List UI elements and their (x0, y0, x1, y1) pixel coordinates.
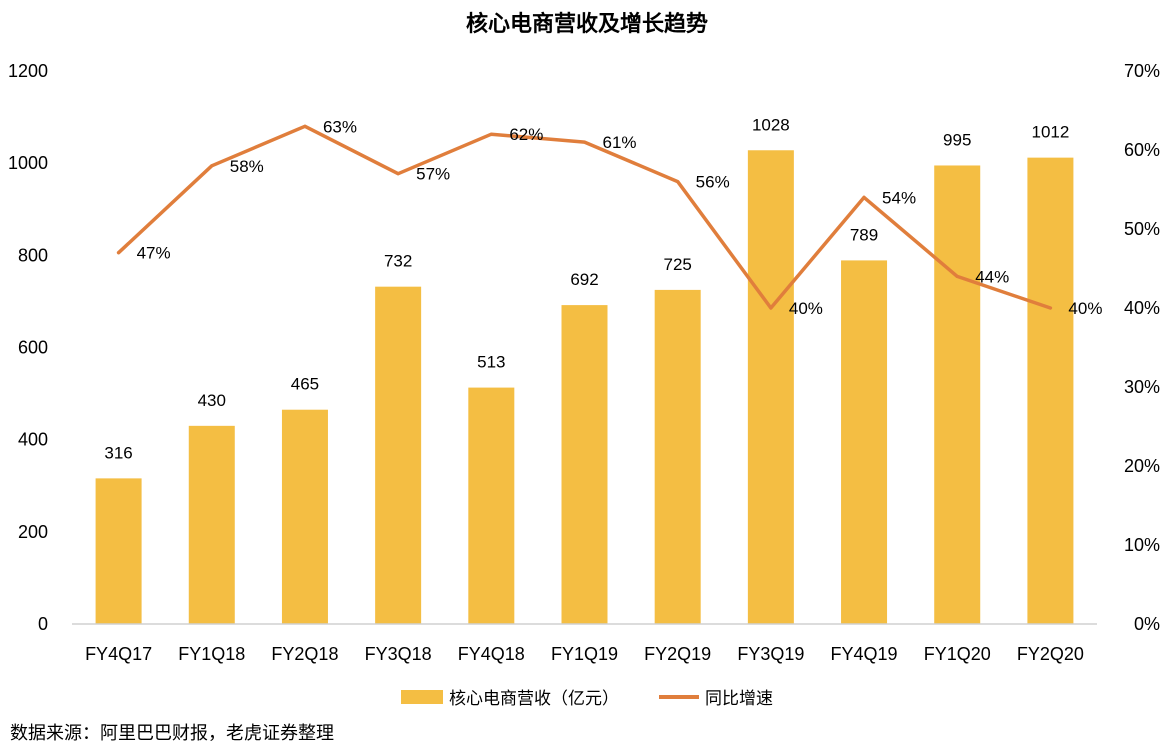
y-left-tick-label: 0 (38, 614, 48, 634)
chart-title: 核心电商营收及增长趋势 (465, 12, 708, 37)
growth-data-label: 61% (603, 133, 637, 152)
revenue-bar (281, 409, 328, 624)
x-tick-label: FY2Q19 (644, 644, 711, 664)
legend-item-growth: 同比增速 (659, 684, 773, 709)
x-tick-label: FY4Q18 (458, 644, 525, 664)
y-left-tick-label: 400 (18, 430, 48, 450)
growth-point (117, 251, 121, 255)
growth-point (583, 140, 586, 144)
revenue-bar (561, 305, 608, 624)
revenue-bar (468, 387, 515, 624)
growth-point (676, 180, 680, 184)
revenue-data-label: 725 (663, 255, 691, 274)
x-tick-label: FY2Q18 (271, 644, 338, 664)
revenue-data-label: 465 (291, 375, 319, 394)
growth-point (955, 274, 959, 278)
x-tick-label: FY4Q19 (831, 644, 898, 664)
growth-point (210, 164, 214, 168)
x-tick-label: FY1Q19 (551, 644, 618, 664)
revenue-data-label: 789 (850, 225, 878, 244)
revenue-data-label: 1028 (752, 115, 790, 134)
revenue-bar (841, 260, 888, 624)
legend-bar-swatch (401, 689, 443, 704)
growth-data-label: 63% (323, 117, 357, 136)
revenue-data-label: 1012 (1031, 123, 1069, 142)
legend-line-swatch (659, 694, 699, 699)
data-source-note: 数据来源：阿里巴巴财报，老虎证券整理 (10, 723, 334, 744)
legend-revenue-label: 核心电商营收（亿元） (449, 689, 619, 709)
y-left-tick-label: 200 (18, 522, 48, 542)
y-right-tick-label: 60% (1124, 140, 1160, 160)
revenue-bar (747, 150, 794, 624)
y-right-tick-label: 20% (1124, 456, 1160, 476)
growth-data-label: 58% (230, 157, 264, 176)
x-tick-label: FY2Q20 (1017, 644, 1084, 664)
revenue-bar (95, 478, 142, 624)
legend-growth-label: 同比增速 (705, 689, 773, 709)
x-tick-label: FY3Q18 (365, 644, 432, 664)
growth-data-label: 54% (882, 188, 916, 207)
y-right-tick-label: 10% (1124, 535, 1160, 555)
growth-point (862, 195, 866, 199)
growth-point (303, 124, 307, 128)
growth-data-label: 56% (696, 173, 730, 192)
x-tick-label: FY1Q18 (178, 644, 245, 664)
y-left-tick-label: 1000 (8, 153, 48, 173)
y-left-tick-label: 1200 (8, 61, 48, 81)
growth-point (769, 306, 773, 310)
growth-point (489, 132, 493, 136)
revenue-bar (375, 286, 422, 624)
growth-data-label: 40% (1068, 299, 1102, 318)
revenue-data-label: 513 (477, 353, 505, 372)
y-right-tick-label: 30% (1124, 377, 1160, 397)
revenue-bar (188, 425, 235, 624)
revenue-data-label: 430 (198, 391, 226, 410)
x-tick-label: FY4Q17 (85, 644, 152, 664)
y-left-tick-label: 800 (18, 245, 48, 265)
chart-legend: 核心电商营收（亿元） 同比增速 (0, 684, 1174, 709)
revenue-bar (654, 289, 701, 624)
revenue-data-label: 316 (104, 443, 132, 462)
growth-data-label: 40% (789, 299, 823, 318)
x-tick-label: FY1Q20 (924, 644, 991, 664)
revenue-data-label: 995 (943, 130, 971, 149)
growth-data-label: 44% (975, 267, 1009, 286)
legend-item-revenue: 核心电商营收（亿元） (401, 684, 619, 709)
x-tick-label: FY3Q19 (737, 644, 804, 664)
growth-point (396, 172, 400, 176)
growth-data-label: 62% (509, 125, 543, 144)
y-right-tick-label: 50% (1124, 219, 1160, 239)
revenue-bar (934, 165, 981, 625)
growth-point (1048, 306, 1052, 310)
y-right-tick-label: 40% (1124, 298, 1160, 318)
revenue-bar (1027, 157, 1074, 625)
growth-data-label: 57% (416, 165, 450, 184)
y-right-tick-label: 0% (1134, 614, 1160, 634)
growth-data-label: 47% (137, 244, 171, 263)
y-right-tick-label: 70% (1124, 61, 1160, 81)
revenue-data-label: 692 (570, 270, 598, 289)
y-left-tick-label: 600 (18, 338, 48, 358)
revenue-data-label: 732 (384, 252, 412, 271)
